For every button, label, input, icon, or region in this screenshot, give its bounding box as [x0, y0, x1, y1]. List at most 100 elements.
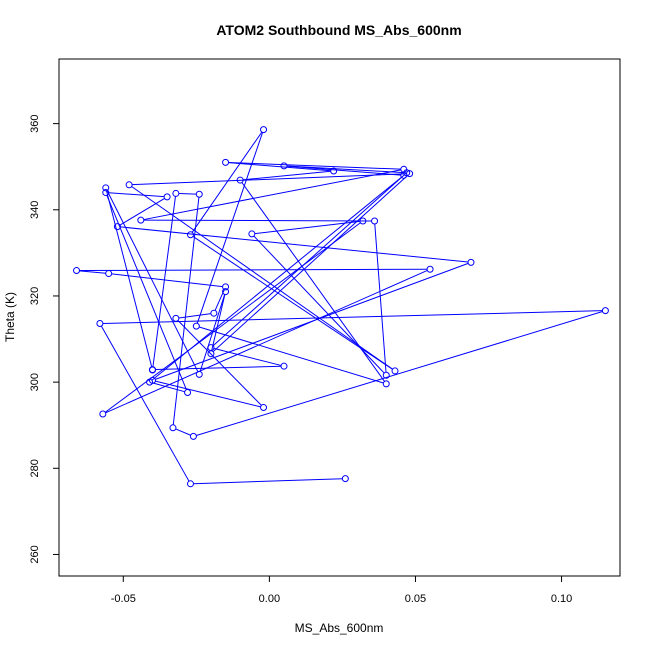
series-segment	[119, 197, 165, 226]
x-axis-label: MS_Abs_600nm	[295, 621, 384, 635]
data-point	[195, 190, 203, 198]
data-point	[248, 230, 256, 238]
series-segment	[193, 478, 343, 485]
x-tick-label: -0.05	[111, 593, 136, 605]
x-tick-label: 0.00	[259, 593, 280, 605]
series-points	[73, 126, 609, 488]
data-point	[96, 320, 104, 328]
series-segment	[104, 222, 361, 413]
data-point	[192, 322, 200, 330]
data-point	[113, 223, 121, 231]
series-segment	[100, 325, 190, 482]
series-segment	[374, 223, 387, 373]
data-point	[102, 189, 110, 197]
series-segment	[196, 132, 264, 324]
series-segment	[199, 326, 384, 384]
y-tick-label: 340	[29, 201, 41, 219]
y-axis: 260 280 300 320 340 360	[29, 114, 60, 564]
data-point	[601, 307, 609, 315]
series-segment	[155, 365, 281, 371]
series-segment	[105, 270, 428, 414]
data-point	[330, 167, 338, 175]
x-axis: -0.05 0.00 0.05 0.10	[111, 575, 572, 605]
series-segment	[152, 196, 176, 368]
series-segment	[212, 175, 408, 353]
data-point	[467, 258, 475, 266]
data-point	[102, 184, 110, 192]
data-point	[260, 126, 268, 134]
data-point	[73, 267, 81, 275]
data-point	[207, 344, 215, 352]
chart-title: ATOM2 Southbound MS_Abs_600nm	[216, 22, 461, 38]
series-segment	[143, 169, 401, 221]
data-point	[222, 158, 230, 166]
series-line	[79, 131, 603, 485]
series-segment	[286, 165, 401, 176]
data-point	[105, 270, 113, 278]
y-tick-label: 300	[29, 373, 41, 391]
data-point	[280, 362, 288, 370]
data-point	[341, 475, 349, 483]
data-point	[260, 404, 268, 412]
series-segment	[191, 131, 263, 233]
series-segment	[253, 235, 385, 374]
series-segment	[228, 162, 401, 170]
y-tick-label: 260	[29, 545, 41, 563]
series-segment	[106, 190, 199, 372]
series-segment	[177, 320, 262, 406]
data-point	[163, 193, 171, 201]
x-tick-label: 0.05	[405, 593, 426, 605]
y-tick-label: 280	[29, 459, 41, 477]
data-point	[99, 410, 107, 418]
data-point	[125, 181, 133, 189]
data-point	[222, 288, 230, 296]
data-point	[186, 231, 194, 239]
series-segment	[111, 273, 223, 288]
series-segment	[132, 173, 407, 186]
series-segment	[152, 382, 185, 393]
series-segment	[211, 294, 226, 351]
data-point	[426, 265, 434, 273]
data-point	[403, 169, 411, 177]
series-segment	[175, 428, 191, 436]
data-point	[210, 309, 218, 317]
y-tick-label: 360	[29, 114, 41, 132]
data-point	[189, 432, 197, 440]
data-point	[186, 480, 194, 488]
series-segment	[106, 190, 153, 368]
data-point	[195, 370, 203, 378]
series-segment	[228, 162, 331, 172]
series-segment	[143, 219, 372, 222]
data-point	[184, 388, 192, 396]
data-point	[359, 217, 367, 225]
data-point	[169, 424, 177, 432]
series-segment	[120, 226, 469, 263]
series-segment	[102, 310, 603, 324]
series-segment	[286, 165, 404, 174]
series-segment	[79, 268, 428, 272]
data-point	[149, 366, 156, 374]
data-point	[172, 314, 180, 322]
series-segment	[254, 220, 360, 235]
series-segment	[79, 270, 106, 274]
series-segment	[213, 347, 282, 366]
data-point	[236, 176, 244, 184]
data-point	[146, 378, 154, 386]
series-segment	[155, 380, 261, 408]
data-point	[137, 216, 145, 224]
series-segment	[178, 313, 211, 319]
series-segment	[155, 262, 469, 380]
y-tick-label: 320	[29, 287, 41, 305]
series-segment	[108, 192, 165, 198]
series-segment	[196, 311, 603, 437]
data-point	[391, 367, 399, 375]
data-point	[382, 380, 390, 388]
series-segment	[243, 170, 331, 181]
series-segment	[151, 176, 402, 381]
data-point	[222, 283, 230, 291]
data-point	[382, 371, 390, 379]
x-tick-label: 0.10	[551, 593, 572, 605]
series-segment	[178, 193, 197, 195]
series-segment	[131, 186, 393, 370]
